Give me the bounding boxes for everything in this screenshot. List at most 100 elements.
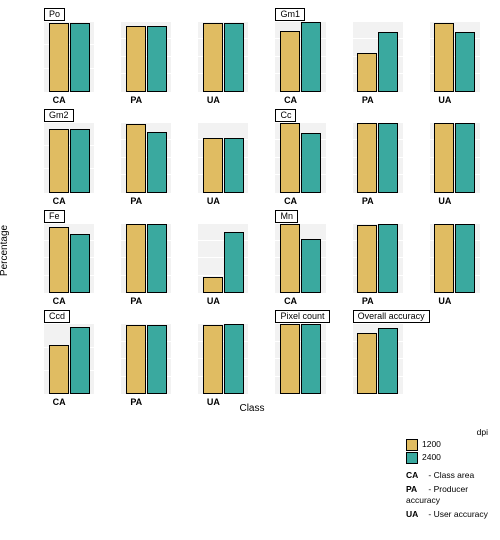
bar-series-1 xyxy=(49,227,69,293)
x-tick: CA xyxy=(253,95,327,105)
x-tick: PA xyxy=(331,95,405,105)
panel-strip: Overall accuracy xyxy=(353,310,430,323)
bar-series-2 xyxy=(70,129,90,193)
facet-grid: Po123CA255075100PA255075100UAGm110203040… xyxy=(22,8,482,408)
panel-strip: Ccd xyxy=(44,310,70,323)
panel: 255075100PA xyxy=(331,210,405,308)
plot-area: 10203040 xyxy=(275,22,325,92)
legend-label: 2400 xyxy=(422,452,441,463)
plot-area: 255075100 xyxy=(275,123,325,193)
panel: Gm2204060CA xyxy=(22,109,96,207)
bar-series-2 xyxy=(147,132,167,193)
bar-series-1 xyxy=(357,333,377,394)
bar-series-1 xyxy=(203,277,223,294)
plot-area: 255075100 xyxy=(430,224,480,294)
bar-series-2 xyxy=(224,23,244,92)
x-tick: CA xyxy=(253,296,327,306)
bar-series-1 xyxy=(126,124,146,192)
panel: Pixel count100200300400 xyxy=(253,310,327,408)
x-tick: PA xyxy=(331,196,405,206)
plot-area: 255075100 xyxy=(430,22,480,92)
bar-series-1 xyxy=(280,224,300,294)
bar-series-1 xyxy=(126,325,146,394)
bar-series-2 xyxy=(147,224,167,294)
panel: 255075100UA xyxy=(408,210,482,308)
legend: dpi 1200 2400 CA - Class area PA - Produce… xyxy=(406,427,494,522)
legend-explanation: PA - Producer accuracy xyxy=(406,484,494,507)
panel-strip: Po xyxy=(44,8,65,21)
panel: 255075100 UA xyxy=(408,109,482,207)
x-tick: UA xyxy=(408,95,482,105)
x-tick: UA xyxy=(176,95,250,105)
plot-area: 255075100 xyxy=(430,123,480,193)
x-tick: PA xyxy=(99,296,173,306)
panel-strip: Fe xyxy=(44,210,65,223)
legend-label: 1200 xyxy=(422,439,441,450)
x-axis-label: Class xyxy=(239,403,264,414)
bar-series-2 xyxy=(378,32,398,91)
panel-strip: Mn xyxy=(275,210,298,223)
x-tick: PA xyxy=(99,95,173,105)
plot-area: 255075100 xyxy=(353,324,403,394)
x-tick: PA xyxy=(99,196,173,206)
panel: 255075100 UA xyxy=(408,8,482,106)
bar-series-2 xyxy=(147,26,167,92)
bar-series-2 xyxy=(378,123,398,193)
bar-series-1 xyxy=(49,23,69,92)
plot-area: 255075100 xyxy=(121,22,171,92)
bar-series-2 xyxy=(224,138,244,192)
legend-explanation: UA - User accuracy xyxy=(406,509,494,520)
panel: Gm110203040 CA xyxy=(253,8,327,106)
plot-area: 255075100 xyxy=(353,22,403,92)
panel: 255075100PA xyxy=(331,109,405,207)
bar-series-2 xyxy=(70,327,90,394)
panel: 255075100PA xyxy=(99,210,173,308)
panel-strip: Cc xyxy=(275,109,296,122)
plot-area: 255075100 xyxy=(121,324,171,394)
panel: Po123CA xyxy=(22,8,96,106)
bar-series-1 xyxy=(357,225,377,293)
panel: Ccd0.10.20.3CA xyxy=(22,310,96,408)
bar-series-1 xyxy=(126,26,146,92)
plot-area: 0.10.20.3 xyxy=(44,324,94,394)
x-tick: CA xyxy=(253,196,327,206)
plot-area: 255075100 xyxy=(121,123,171,193)
y-axis-label: Percentage xyxy=(0,224,11,275)
panel: Cc255075100 CA xyxy=(253,109,327,207)
panel: Fe0.511.52CA xyxy=(22,210,96,308)
panel: 255075100UA xyxy=(176,310,250,408)
plot-area: 255075100 xyxy=(353,224,403,294)
bar-series-2 xyxy=(301,239,321,293)
bar-series-1 xyxy=(280,123,300,193)
bar-series-1 xyxy=(49,129,69,193)
panel: 255075100 UA xyxy=(176,210,250,308)
bar-series-1 xyxy=(434,123,454,193)
bar-series-2 xyxy=(147,325,167,394)
plot-area: 0.050.10.150.2 xyxy=(275,224,325,294)
panel: 255075100 UA xyxy=(176,8,250,106)
legend-explanation: CA - Class area xyxy=(406,470,494,481)
bar-series-2 xyxy=(224,232,244,293)
bar-series-2 xyxy=(301,133,321,192)
bar-series-2 xyxy=(455,32,475,91)
bar-series-1 xyxy=(357,53,377,91)
x-tick: UA xyxy=(176,296,250,306)
panel: Mn0.050.10.150.2 CA xyxy=(253,210,327,308)
plot-area: 0.511.52 xyxy=(44,224,94,294)
bar-series-2 xyxy=(70,23,90,92)
panel-strip: Gm1 xyxy=(275,8,305,21)
bar-series-2 xyxy=(301,324,321,394)
plot-area: 255075100 xyxy=(198,22,248,92)
legend-title: dpi xyxy=(406,427,494,438)
plot-area: 204060 xyxy=(44,123,94,193)
x-tick: UA xyxy=(408,196,482,206)
x-tick: CA xyxy=(22,196,96,206)
plot-area: 255075100 xyxy=(198,224,248,294)
plot-area: 255075100 xyxy=(198,324,248,394)
bar-series-1 xyxy=(280,324,300,394)
plot-area: 255075100 xyxy=(198,123,248,193)
legend-swatch xyxy=(406,452,418,464)
bar-series-1 xyxy=(434,23,454,92)
bar-series-2 xyxy=(378,328,398,394)
bar-series-2 xyxy=(455,123,475,193)
